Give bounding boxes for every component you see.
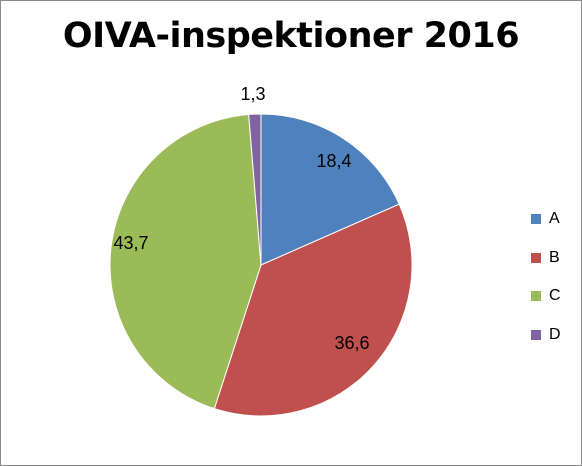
legend-swatch-d [531,329,541,340]
chart-title: OIVA-inspektioner 2016 [62,16,520,56]
pie-slice-d [248,113,262,266]
data-label-b: 36,6 [334,333,369,353]
pie-slice-a [260,113,400,266]
legend-item-a: A [531,200,561,239]
legend-item-d: D [531,316,561,355]
legend-swatch-a [531,214,541,225]
data-label-a: 18,4 [316,151,351,171]
legend-label-b: B [549,248,560,266]
data-labels: 18,4 36,6 43,7 1,3 [113,84,369,353]
legend-item-c: C [531,277,561,316]
data-label-d: 1,3 [240,84,265,104]
legend: A B C D [531,200,561,354]
legend-label-a: A [549,210,560,228]
pie-slice-b [213,203,413,417]
data-label-c: 43,7 [113,233,148,253]
legend-swatch-c [531,291,541,302]
legend-label-d: D [549,325,561,343]
legend-swatch-b [531,252,541,263]
legend-label-c: C [549,287,561,305]
legend-item-b: B [531,239,561,278]
pie-slice-c [109,113,262,410]
pie-slices [109,113,413,417]
